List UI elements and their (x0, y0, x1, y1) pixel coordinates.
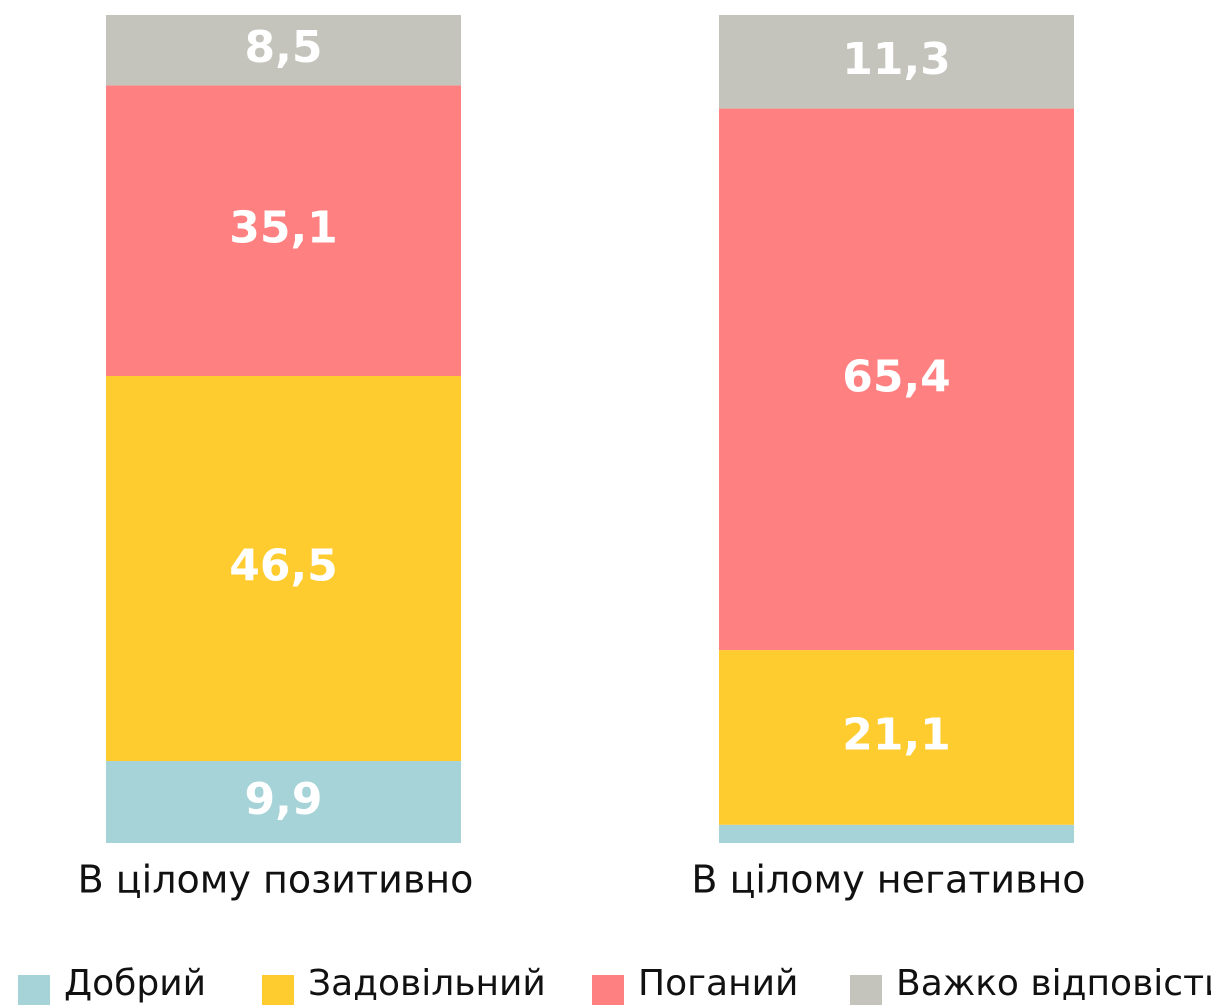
legend-swatch (262, 975, 294, 1005)
value-label: 35,1 (229, 203, 338, 254)
x-tick-label: В цілому негативно (691, 858, 1085, 902)
legend-label: Важко відповісти (896, 963, 1211, 1004)
value-label: 8,5 (245, 22, 323, 73)
value-label: 21,1 (842, 709, 951, 760)
value-label: 46,5 (229, 541, 338, 592)
legend-label: Поганий (638, 963, 798, 1004)
legend-swatch (592, 975, 624, 1005)
legend-label: Добрий (64, 963, 206, 1004)
bar-segment (719, 108, 1074, 651)
value-label: 11,3 (842, 34, 951, 85)
bar-segment (719, 15, 1074, 109)
value-label: 65,4 (842, 351, 951, 402)
legend-swatch (18, 975, 50, 1005)
bar-segment (106, 85, 461, 377)
bar-segment (106, 761, 461, 843)
legend-label: Задовільний (308, 963, 546, 1004)
legend-swatch (850, 975, 882, 1005)
x-tick-label: В цілому позитивно (78, 858, 474, 902)
bar-segment (719, 650, 1074, 825)
bar-segment (106, 15, 461, 86)
bar-segment (719, 824, 1074, 843)
value-label: 9,9 (245, 774, 323, 825)
bar-segment (106, 376, 461, 762)
